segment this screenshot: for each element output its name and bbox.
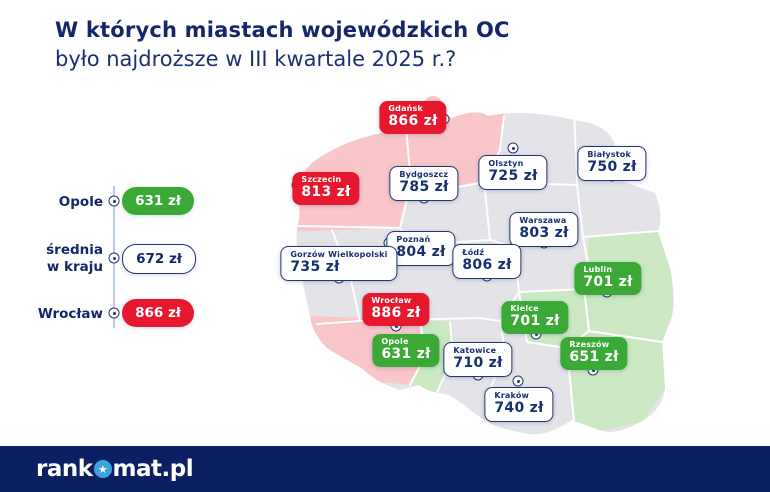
title-line-1: W których miastach wojewódzkich OC: [55, 18, 510, 42]
city-price: 631 zł: [381, 345, 431, 362]
city-price: 813 zł: [301, 183, 351, 200]
city-price: 735 zł: [290, 258, 340, 275]
city-name: Lublin: [583, 265, 613, 274]
city-pill-szczecin: Szczecin 813 zł: [292, 172, 360, 206]
city-price: 725 zł: [488, 167, 538, 184]
city-price: 701 zł: [583, 273, 633, 290]
legend-value-average: 672 zł: [122, 244, 196, 274]
city-pill-gorzow-wielkopolski: Gorzów Wielkopolski 735 zł: [280, 246, 398, 282]
logo-text-right: mat.pl: [112, 456, 194, 482]
legend-value-most-expensive: 866 zł: [122, 299, 194, 327]
city-name: Wrocław: [371, 296, 412, 305]
city-name: Bydgoszcz: [399, 170, 449, 179]
city-name: Opole: [381, 337, 409, 346]
city-price: 750 zł: [587, 158, 637, 175]
city-name: Szczecin: [301, 175, 342, 184]
city-price: 740 zł: [494, 399, 544, 416]
city-price: 806 zł: [462, 256, 512, 273]
city-pill-rzeszow: Rzeszów 651 zł: [560, 337, 628, 371]
footer-bar: rank ★ mat.pl: [0, 446, 770, 492]
legend-marker-icon: [108, 307, 120, 319]
city-name: Kraków: [494, 391, 530, 400]
city-pill-warszawa: Warszawa 803 zł: [509, 212, 579, 248]
city-name: Olsztyn: [488, 159, 524, 168]
city-pill-olsztyn: Olsztyn 725 zł: [478, 155, 548, 191]
city-pill-opole: Opole 631 zł: [372, 334, 440, 368]
city-pill-bydgoszcz: Bydgoszcz 785 zł: [389, 166, 459, 202]
title-line-2: było najdroższe w III kwartale 2025 r.?: [55, 47, 457, 71]
city-pill-lodz: Łódź 806 zł: [452, 244, 522, 280]
city-pill-kielce: Kielce 701 zł: [501, 301, 569, 335]
city-name: Łódź: [462, 248, 485, 257]
city-price: 651 zł: [569, 348, 619, 365]
rankomat-logo: rank ★ mat.pl: [36, 456, 194, 482]
city-name: Białystok: [587, 150, 631, 159]
city-marker-icon: [507, 142, 519, 154]
legend-label-most-expensive: Wrocław: [37, 306, 103, 322]
city-name: Katowice: [453, 346, 497, 355]
city-name: Poznań: [396, 235, 431, 244]
city-marker-icon: [512, 375, 524, 387]
legend-label-average: średnia w kraju: [46, 242, 103, 275]
logo-star-icon: ★: [93, 460, 112, 478]
city-name: Kielce: [510, 304, 539, 313]
city-pill-katowice: Katowice 710 zł: [443, 342, 513, 378]
legend-marker-icon: [108, 195, 120, 207]
city-pill-wroclaw: Wrocław 886 zł: [362, 293, 430, 327]
city-pill-lublin: Lublin 701 zł: [574, 262, 642, 296]
city-name: Rzeszów: [569, 340, 610, 349]
city-pill-gdansk: Gdańsk 866 zł: [379, 101, 447, 135]
region-dolnoslaskie: [300, 316, 425, 385]
city-name: Gdańsk: [388, 104, 424, 113]
legend-marker-icon: [108, 252, 120, 264]
city-pill-bialystok: Białystok 750 zł: [577, 146, 647, 182]
page-title: W których miastach wojewódzkich OC było …: [55, 18, 510, 71]
city-pill-poznan: Poznań 804 zł: [386, 231, 456, 267]
city-price: 804 zł: [396, 243, 446, 260]
city-name: Warszawa: [519, 216, 567, 225]
city-price: 866 zł: [388, 112, 438, 129]
city-price: 785 zł: [399, 178, 449, 195]
city-price: 710 zł: [453, 354, 503, 371]
logo-text-left: rank: [36, 456, 93, 482]
legend-value-cheapest: 631 zł: [122, 187, 194, 215]
city-price: 701 zł: [510, 312, 560, 329]
city-price: 803 zł: [519, 224, 569, 241]
city-pill-krakow: Kraków 740 zł: [484, 387, 554, 423]
legend-label-cheapest: Opole: [58, 194, 103, 210]
city-price: 886 zł: [371, 304, 421, 321]
city-name: Gorzów Wielkopolski: [290, 250, 388, 259]
